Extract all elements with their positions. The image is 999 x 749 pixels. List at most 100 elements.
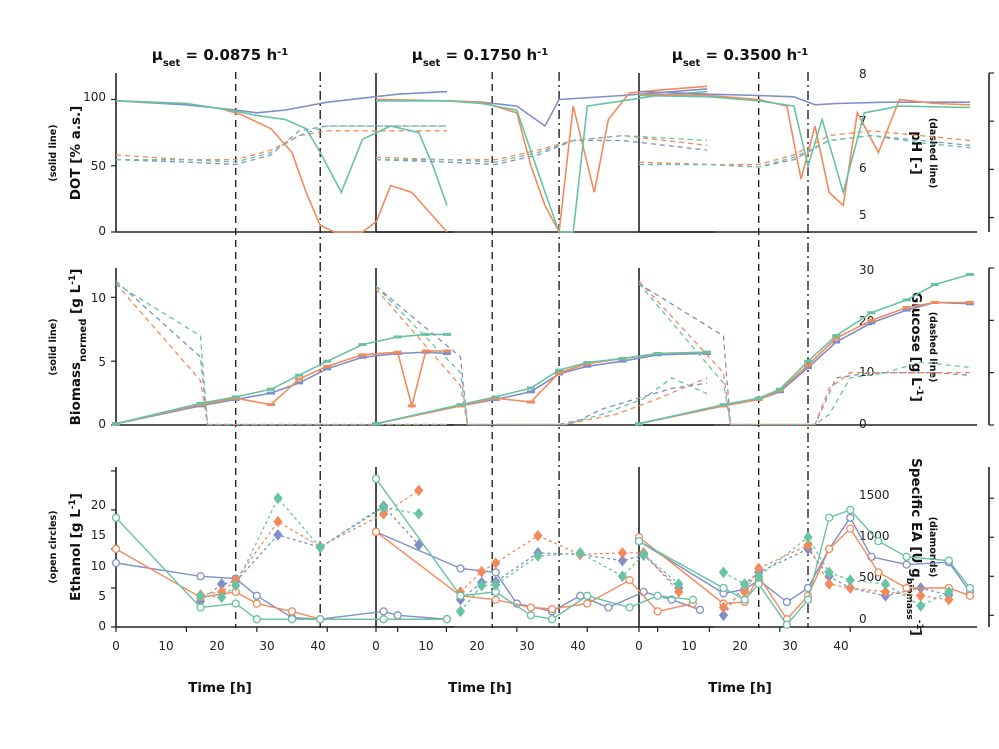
ethanol-point-s3 [456,591,465,600]
ethanol-point-s3 [231,599,240,608]
x-tick-label: 10 [681,639,696,653]
glucose-line-s3 [638,283,971,426]
ea-point-s2 [944,593,954,606]
x-axis-title-1: Time [h] [188,680,252,696]
dot-line-s3 [638,94,971,196]
ea-point-s3 [824,566,834,579]
y-tick-label: 20 [91,498,106,512]
column-title-1: μset = 0.0875 h-1 [152,46,289,69]
ea-point-s3 [845,574,855,586]
y-tick-label: 50 [91,159,106,173]
x-tick-label: 30 [259,639,274,653]
dot-line-s3 [376,90,708,233]
y-tick-label: 0 [859,612,867,626]
y-tick-label: 10 [91,291,106,305]
dot-line-s3 [115,100,448,206]
x-axis-title-3: Time [h] [708,680,772,696]
ethanol-point-s1 [111,558,121,568]
ea-point-s1 [617,554,628,567]
row1-right-axis-title: pH [-] [908,131,924,175]
ethanol-point-s1 [846,513,855,522]
ethanol-point-s1 [604,603,613,612]
x-tick-label: 40 [310,639,325,653]
plot-area [111,72,994,632]
x-tick-label: 0 [112,639,120,653]
y-tick-label: 5 [98,355,106,369]
ph-line-s2 [638,130,971,166]
ea-point-s3 [533,550,543,562]
y-tick-label: 5 [98,589,106,603]
ea-point-s3 [944,586,954,598]
x-tick-label: 10 [418,639,433,653]
y-tick-label: 0 [98,417,106,431]
x-tick-label: 30 [782,639,797,653]
ethanol-point-s2 [653,607,662,616]
ea-point-s2 [378,508,389,520]
biomass-line-s1 [115,351,448,425]
biomass-line-s2 [638,301,970,425]
dot-line-s1 [638,90,970,106]
ph-line-s1 [375,139,708,166]
ea-point-s3 [216,591,227,604]
ethanol-point-s3 [965,583,975,593]
y-tick-label: 15 [91,528,106,542]
row1-left-axis-note: (solid line) [48,124,59,181]
x-tick-label: 40 [570,639,585,653]
ethanol-point-s2 [625,576,634,585]
ethanol-point-s2 [287,607,297,616]
ethanol-point-s1 [252,591,261,600]
ethanol-point-s2 [583,599,592,608]
y-tick-labels-left: 0 50 100 0 5 10 0 5 10 15 20 [83,90,106,633]
biomass-line-s2 [115,350,447,425]
ea-point-s2 [824,578,834,590]
dot-line-s2 [638,93,971,208]
ph-line-s3 [116,125,447,163]
ethanol-point-s1 [782,597,792,607]
ea-point-s3 [754,570,764,583]
ea-point-s3 [674,578,684,590]
x-tick-label: 10 [158,639,173,653]
y-tick-label: 30 [859,263,874,277]
ethanol-point-s1 [639,587,648,597]
ethanol-point-s3 [782,620,792,629]
ethanol-point-s1 [902,560,911,569]
ethanol-point-s1 [695,605,705,614]
y-tick-label: 6 [859,161,867,175]
y-tick-label: 8 [859,67,867,81]
x-axis-title-2: Time [h] [448,680,512,696]
ethanol-point-s3 [944,556,953,565]
y-tick-label: 0 [98,224,106,238]
x-tick-label: 20 [209,639,224,653]
ethanol-point-s2 [491,595,500,604]
ea-point-s3 [718,566,729,579]
ethanol-point-s3 [653,591,662,600]
biomass-line-s3 [638,273,971,425]
x-tick-labels: 0 10 20 30 40 0 10 20 30 40 0 10 20 30 4… [112,639,848,653]
ethanol-point-s2 [902,583,911,593]
ethanol-line-s3 [115,517,447,620]
ea-point-s3 [414,508,424,520]
ea-point-s3 [739,578,750,590]
ethanol-point-s2 [526,603,536,612]
row1-right-axis-note: (dashed line) [927,118,938,189]
ethanol-point-s3 [252,615,261,624]
ethanol-point-s2 [965,591,975,600]
ethanol-point-s3 [874,536,883,546]
ea-point-s3 [195,589,206,602]
row2-left-axis-note: (solid line) [48,318,59,375]
ethanol-point-s1 [379,607,388,616]
ethanol-point-s1 [196,572,205,581]
x-tick-label: 20 [732,639,747,653]
x-tick-label: 0 [372,639,380,653]
ethanol-point-s2 [111,544,121,554]
biomass-line-s3 [115,333,447,425]
ethanol-point-s3 [316,615,325,624]
ph-line-s3 [639,134,971,168]
ethanol-point-s3 [902,552,911,561]
ethanol-point-s2 [547,604,557,614]
ea-point-s2 [273,515,283,528]
ethanol-point-s3 [287,615,297,624]
ea-point-s3 [803,531,813,544]
dot-line-s2 [115,100,448,233]
